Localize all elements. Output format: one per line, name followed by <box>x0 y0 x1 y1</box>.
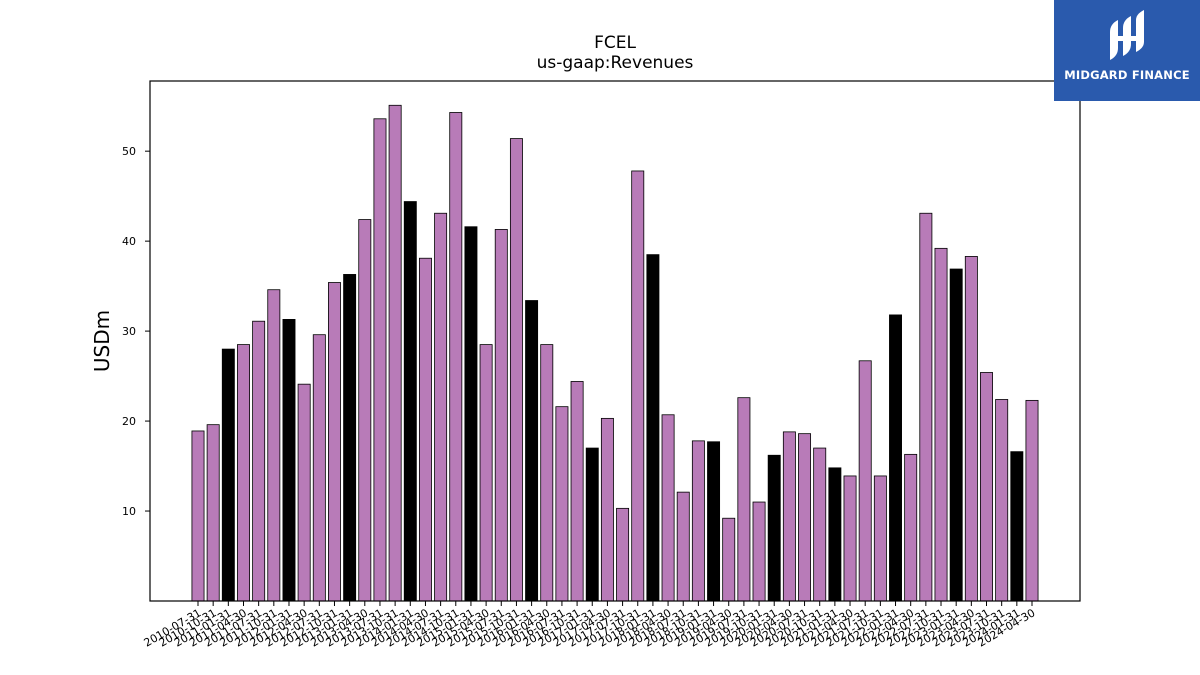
logo-text: MIDGARD FINANCE <box>1064 68 1190 82</box>
y-tick-label: 20 <box>122 415 136 428</box>
x-axis-ticks: 2010-07-312010-10-312011-01-312011-04-30… <box>142 601 1038 650</box>
bar-2010-07-31 <box>191 430 205 602</box>
bar-2018-01-31 <box>646 254 660 602</box>
midgard-finance-logo: MIDGARD FINANCE <box>1054 0 1200 101</box>
bar-2023-04-30 <box>964 256 978 602</box>
y-tick-label: 40 <box>122 235 136 248</box>
bar-2017-01-31 <box>585 447 599 602</box>
bar-2021-07-31 <box>858 360 872 602</box>
bar-2012-10-31 <box>328 282 341 602</box>
bar-2020-10-31 <box>813 447 827 602</box>
bar-2016-10-31 <box>570 381 584 602</box>
bar-2010-10-31 <box>206 424 220 602</box>
bar-2017-10-31 <box>631 170 645 602</box>
bar-2017-04-30 <box>600 417 614 602</box>
bar-2020-01-31 <box>767 454 781 602</box>
bar-2022-04-30 <box>904 453 918 602</box>
chart-title: FCEL <box>594 33 636 53</box>
bar-2012-04-30 <box>297 383 311 602</box>
bar-2020-04-30 <box>782 431 796 602</box>
bar-2023-01-31 <box>949 268 963 602</box>
y-tick-label: 10 <box>122 505 136 518</box>
bar-2019-01-31 <box>707 441 721 602</box>
bar-2018-04-30 <box>661 414 675 602</box>
midgard-logo-icon <box>1110 10 1144 60</box>
y-axis-ticks: 10 20 30 40 50 <box>122 145 150 518</box>
bar-2022-07-31 <box>919 212 933 602</box>
y-axis-label: USDm <box>90 310 114 372</box>
bar-2012-07-31 <box>312 334 326 602</box>
bar-2013-04-30 <box>358 219 372 602</box>
bar-2018-10-31 <box>691 440 705 602</box>
bar-2013-01-31 <box>343 274 357 602</box>
bar-2022-01-31 <box>889 314 902 602</box>
bar-2019-07-31 <box>737 397 751 602</box>
bar-2013-07-31 <box>373 118 387 602</box>
y-tick-label: 30 <box>122 325 136 338</box>
bar-2021-10-31 <box>873 475 887 602</box>
bar-2023-10-31 <box>995 399 1009 602</box>
bar-2021-01-31 <box>828 467 842 602</box>
bar-2022-10-31 <box>934 247 948 602</box>
chart-subtitle: us-gaap:Revenues <box>537 53 694 73</box>
plot-frame <box>149 80 1081 602</box>
bar-2015-01-31 <box>464 226 478 602</box>
bar-2024-01-31 <box>1010 451 1024 602</box>
bar-2019-10-31 <box>752 501 766 602</box>
bar-2011-04-30 <box>237 344 250 602</box>
bar-2012-01-31 <box>282 319 296 602</box>
bar-2011-01-31 <box>221 348 235 602</box>
bar-2020-07-31 <box>798 433 812 602</box>
bar-2014-07-31 <box>434 212 448 602</box>
bar-2016-04-30 <box>540 344 554 602</box>
bar-2015-10-31 <box>509 138 523 602</box>
bar-2014-01-31 <box>403 201 417 602</box>
bar-2011-10-31 <box>267 289 281 602</box>
bar-2015-04-30 <box>479 344 493 602</box>
bar-2011-07-31 <box>252 320 266 602</box>
bar-2016-01-31 <box>525 300 539 602</box>
bar-2015-07-31 <box>494 229 508 602</box>
bars-group <box>191 104 1039 602</box>
bar-2018-07-31 <box>676 491 690 602</box>
bar-2016-07-31 <box>555 406 569 602</box>
y-tick-label: 50 <box>122 145 136 158</box>
bar-2024-04-30 <box>1025 399 1039 602</box>
bar-2023-07-31 <box>980 372 993 602</box>
bar-2019-04-30 <box>722 517 736 602</box>
bar-2014-04-30 <box>418 257 432 602</box>
bar-2013-10-31 <box>388 104 402 602</box>
bar-2017-07-31 <box>616 507 630 602</box>
bar-2014-10-31 <box>449 112 463 602</box>
bar-2021-04-30 <box>843 475 857 602</box>
